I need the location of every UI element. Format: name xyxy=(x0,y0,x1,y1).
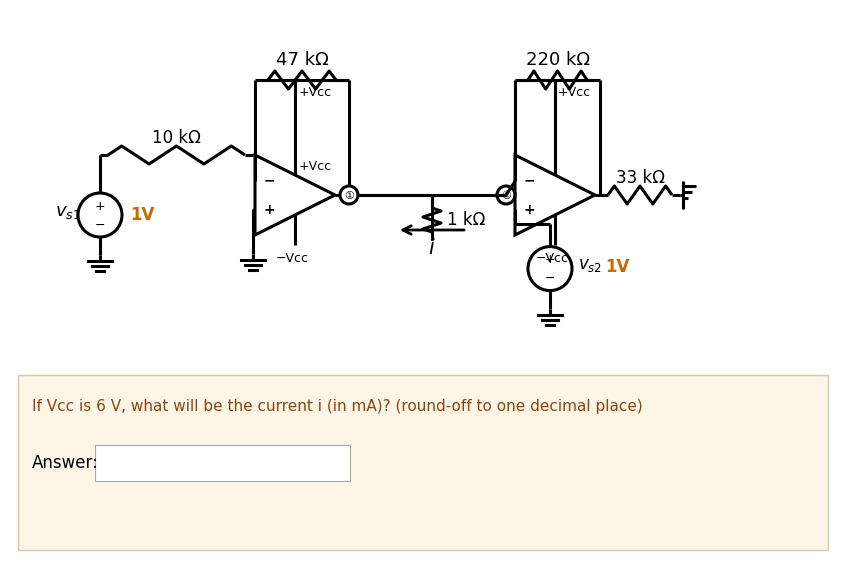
Text: −Vcc: −Vcc xyxy=(536,252,569,264)
Text: $v_{s2}$: $v_{s2}$ xyxy=(578,256,602,274)
Text: 220 kΩ: 220 kΩ xyxy=(525,51,590,69)
Text: 1V: 1V xyxy=(130,206,154,224)
Text: 33 kΩ: 33 kΩ xyxy=(616,169,664,187)
FancyBboxPatch shape xyxy=(95,445,350,481)
Text: +: + xyxy=(545,253,555,266)
Text: +: + xyxy=(524,202,536,217)
Text: $i$: $i$ xyxy=(428,238,436,258)
Text: +Vcc: +Vcc xyxy=(558,86,591,99)
Text: $v_{s1}$: $v_{s1}$ xyxy=(55,203,81,221)
Text: +Vcc: +Vcc xyxy=(299,160,332,174)
Text: 1V: 1V xyxy=(605,257,629,276)
Text: +Vcc: +Vcc xyxy=(299,86,332,99)
Text: −: − xyxy=(524,174,536,188)
Text: 10 kΩ: 10 kΩ xyxy=(152,129,201,147)
Text: −Vcc: −Vcc xyxy=(276,252,309,264)
Text: 47 kΩ: 47 kΩ xyxy=(276,51,328,69)
Text: −: − xyxy=(545,272,555,285)
Text: −: − xyxy=(264,174,275,188)
Text: If Vcc is 6 V, what will be the current i (in mA)? (round-off to one decimal pla: If Vcc is 6 V, what will be the current … xyxy=(32,400,643,414)
Text: +: + xyxy=(264,202,275,217)
FancyBboxPatch shape xyxy=(18,375,828,550)
Text: −: − xyxy=(95,218,105,231)
Text: Answer:: Answer: xyxy=(32,454,99,472)
Text: ①: ① xyxy=(344,191,354,201)
Text: +: + xyxy=(95,200,105,213)
Text: 1 kΩ: 1 kΩ xyxy=(447,211,486,229)
Text: ②: ② xyxy=(501,191,511,201)
